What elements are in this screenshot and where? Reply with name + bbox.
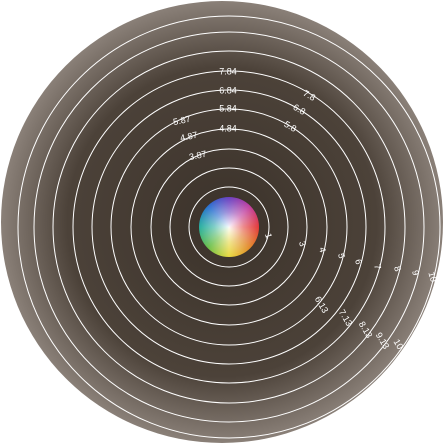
ring-label: 4.87: [179, 130, 198, 143]
ring-label: 4: [317, 246, 328, 253]
ring: [91, 89, 367, 365]
ring: [17, 15, 441, 439]
ring: [72, 70, 386, 384]
ring-label: 5: [336, 252, 347, 259]
ring: [150, 148, 308, 306]
ring-label: 3.87: [188, 149, 207, 162]
ring-label: 9: [410, 269, 421, 276]
ring-label: 5.84: [219, 103, 237, 113]
ring: [110, 108, 348, 346]
ring-label: 8: [392, 265, 403, 272]
color-swatch: [199, 197, 259, 257]
ring-label: 3: [297, 240, 308, 247]
ring: [33, 31, 425, 423]
ring-label: 6.84: [219, 85, 237, 95]
ring: [188, 186, 270, 268]
ring-label: 5.87: [172, 114, 191, 127]
ring: [130, 128, 328, 326]
ring-label: 10: [426, 271, 438, 283]
ring-label: 7.84: [219, 66, 237, 76]
ring: [52, 50, 406, 404]
ring-label: 1: [263, 232, 274, 239]
ring-label: 6: [353, 258, 364, 265]
ring-label: 4.84: [219, 123, 237, 133]
ring-label: 7: [372, 263, 383, 270]
ring: [169, 167, 289, 287]
